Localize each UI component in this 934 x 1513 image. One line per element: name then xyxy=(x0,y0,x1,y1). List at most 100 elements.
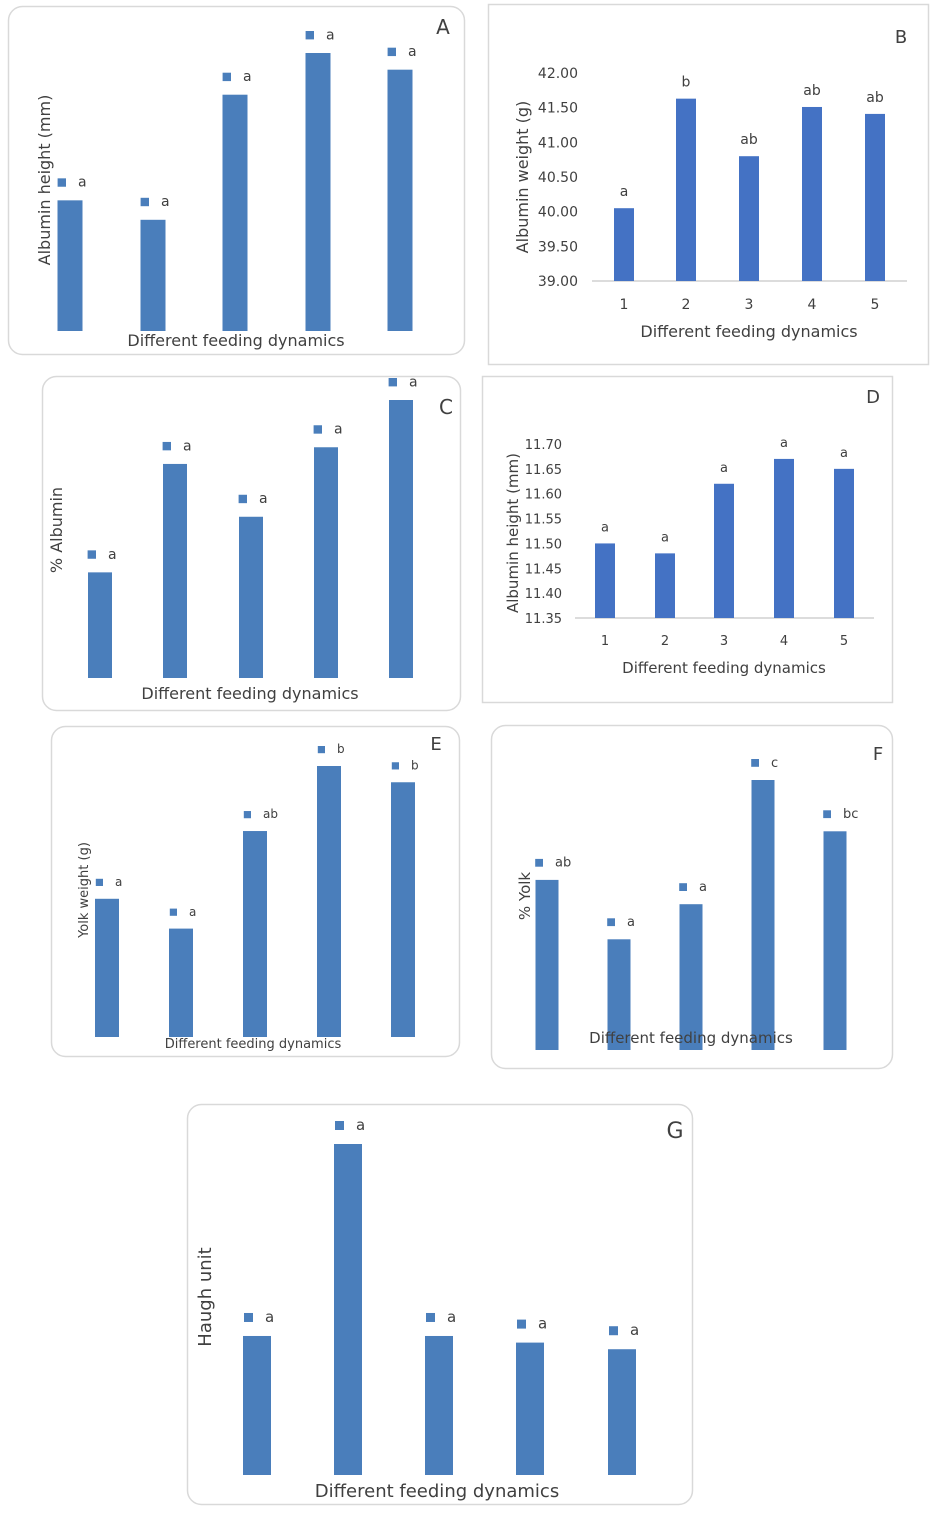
bar xyxy=(169,928,193,1037)
chart-panel-c: C % Albumin a a a a a Different feeding dynamic… xyxy=(41,374,462,712)
x-tick-label: 2 xyxy=(661,634,669,649)
significance-label: a xyxy=(601,520,609,535)
bar xyxy=(679,904,703,1050)
y-tick-label: 11.70 xyxy=(525,438,562,453)
x-tick-label: 3 xyxy=(745,297,754,313)
significance-label: a xyxy=(108,547,117,563)
bar xyxy=(334,1144,362,1475)
bar xyxy=(516,1342,544,1475)
y-tick-label: 11.40 xyxy=(525,587,562,602)
legend-marker-square xyxy=(313,425,322,434)
legend-marker-square xyxy=(607,918,615,927)
bar xyxy=(608,1349,636,1475)
y-axis-title: Albumin height (mm) xyxy=(35,95,54,266)
significance-label: a xyxy=(243,69,252,85)
significance-label: a xyxy=(447,1308,456,1326)
legend-marker-square xyxy=(244,1312,253,1322)
bar xyxy=(751,780,775,1050)
significance-label: a xyxy=(538,1315,547,1333)
legend-marker-square xyxy=(335,1121,344,1130)
y-axis-title: Albumin weight (g) xyxy=(513,101,532,254)
bar xyxy=(739,156,759,281)
y-tick-label: 11.50 xyxy=(525,537,562,552)
panel-label: D xyxy=(866,387,880,408)
significance-label: a xyxy=(259,491,268,507)
significance-label: a xyxy=(780,436,788,451)
legend-marker-square xyxy=(388,378,397,387)
legend-marker-square xyxy=(169,908,177,916)
significance-label: a xyxy=(699,880,707,895)
significance-label: ab xyxy=(866,90,884,106)
x-tick-label: 4 xyxy=(780,634,788,649)
legend-marker-square xyxy=(517,1319,526,1329)
bar xyxy=(834,468,854,618)
legend-marker-square xyxy=(95,878,103,886)
significance-label: a xyxy=(661,530,669,545)
significance-label: a xyxy=(78,175,87,191)
bar xyxy=(305,53,331,331)
bar xyxy=(88,572,112,678)
bar xyxy=(243,1335,271,1475)
significance-label: a xyxy=(115,875,122,889)
significance-label: a xyxy=(356,1116,365,1134)
panel-frame xyxy=(487,3,930,366)
x-tick-label: 3 xyxy=(720,634,728,649)
panel-frame xyxy=(186,1103,694,1506)
legend-marker-square xyxy=(387,47,396,57)
y-tick-label: 40.00 xyxy=(538,205,578,221)
legend-marker-square xyxy=(535,858,543,867)
legend-marker-square xyxy=(751,759,759,767)
chart-panel-a: A Albumin height (mm) a a a a a Different feedi… xyxy=(7,5,466,356)
bar xyxy=(57,200,83,331)
legend-marker-square xyxy=(317,746,325,754)
panel-frame xyxy=(481,375,894,704)
bar xyxy=(802,106,822,282)
significance-label: a xyxy=(630,1321,639,1339)
x-tick-label: 5 xyxy=(840,634,848,649)
panel-label: C xyxy=(439,395,453,419)
x-axis-title: Different feeding dynamics xyxy=(640,322,857,341)
legend-marker-square xyxy=(243,811,251,819)
significance-label: a xyxy=(840,446,848,461)
bar xyxy=(222,94,248,331)
chart-panel-f: F % Yolk ab a a c bc Different feeding dynamics xyxy=(490,724,894,1070)
bar xyxy=(535,879,559,1050)
significance-label: b xyxy=(337,742,345,756)
y-axis-title: Yolk weight (g) xyxy=(77,842,92,939)
legend-marker-square xyxy=(823,810,831,819)
significance-label: a xyxy=(334,422,343,438)
legend-marker-square xyxy=(305,31,314,40)
legend-marker-square xyxy=(238,494,247,504)
bar xyxy=(676,98,696,281)
y-axis-title: % Albumin xyxy=(47,487,66,573)
x-axis-title: Different feeding dynamics xyxy=(165,1037,342,1052)
chart-panel-g: G Haugh unit a a a a a Different feeding dynami… xyxy=(186,1103,694,1506)
bar xyxy=(317,766,341,1037)
significance-label: a xyxy=(620,184,629,200)
bar xyxy=(243,831,267,1037)
significance-label: a xyxy=(265,1308,274,1326)
y-tick-label: 39.00 xyxy=(538,274,578,290)
y-tick-label: 39.50 xyxy=(538,239,578,255)
bar xyxy=(387,69,413,332)
legend-marker-square xyxy=(679,883,687,891)
chart-panel-b: B Albumin weight (g) 39.00 39.50 40.00 40.50 4… xyxy=(487,3,930,366)
bar xyxy=(655,553,675,618)
x-tick-label: 4 xyxy=(808,297,817,313)
significance-label: bc xyxy=(843,807,858,822)
significance-label: a xyxy=(409,374,418,390)
bar xyxy=(614,208,634,281)
bar xyxy=(239,516,263,678)
significance-label: a xyxy=(720,461,728,476)
bar xyxy=(595,543,615,618)
chart-panel-e: E Yolk weight (g) a a ab b b Different feeding … xyxy=(50,725,461,1058)
bar xyxy=(714,483,734,618)
x-axis-title: Different feeding dynamics xyxy=(315,1481,559,1502)
y-tick-label: 41.50 xyxy=(538,101,578,117)
significance-label: c xyxy=(771,756,778,771)
legend-marker-square xyxy=(87,550,96,559)
y-tick-label: 11.65 xyxy=(525,463,562,478)
y-tick-label: 11.60 xyxy=(525,488,562,503)
significance-label: ab xyxy=(263,807,278,821)
